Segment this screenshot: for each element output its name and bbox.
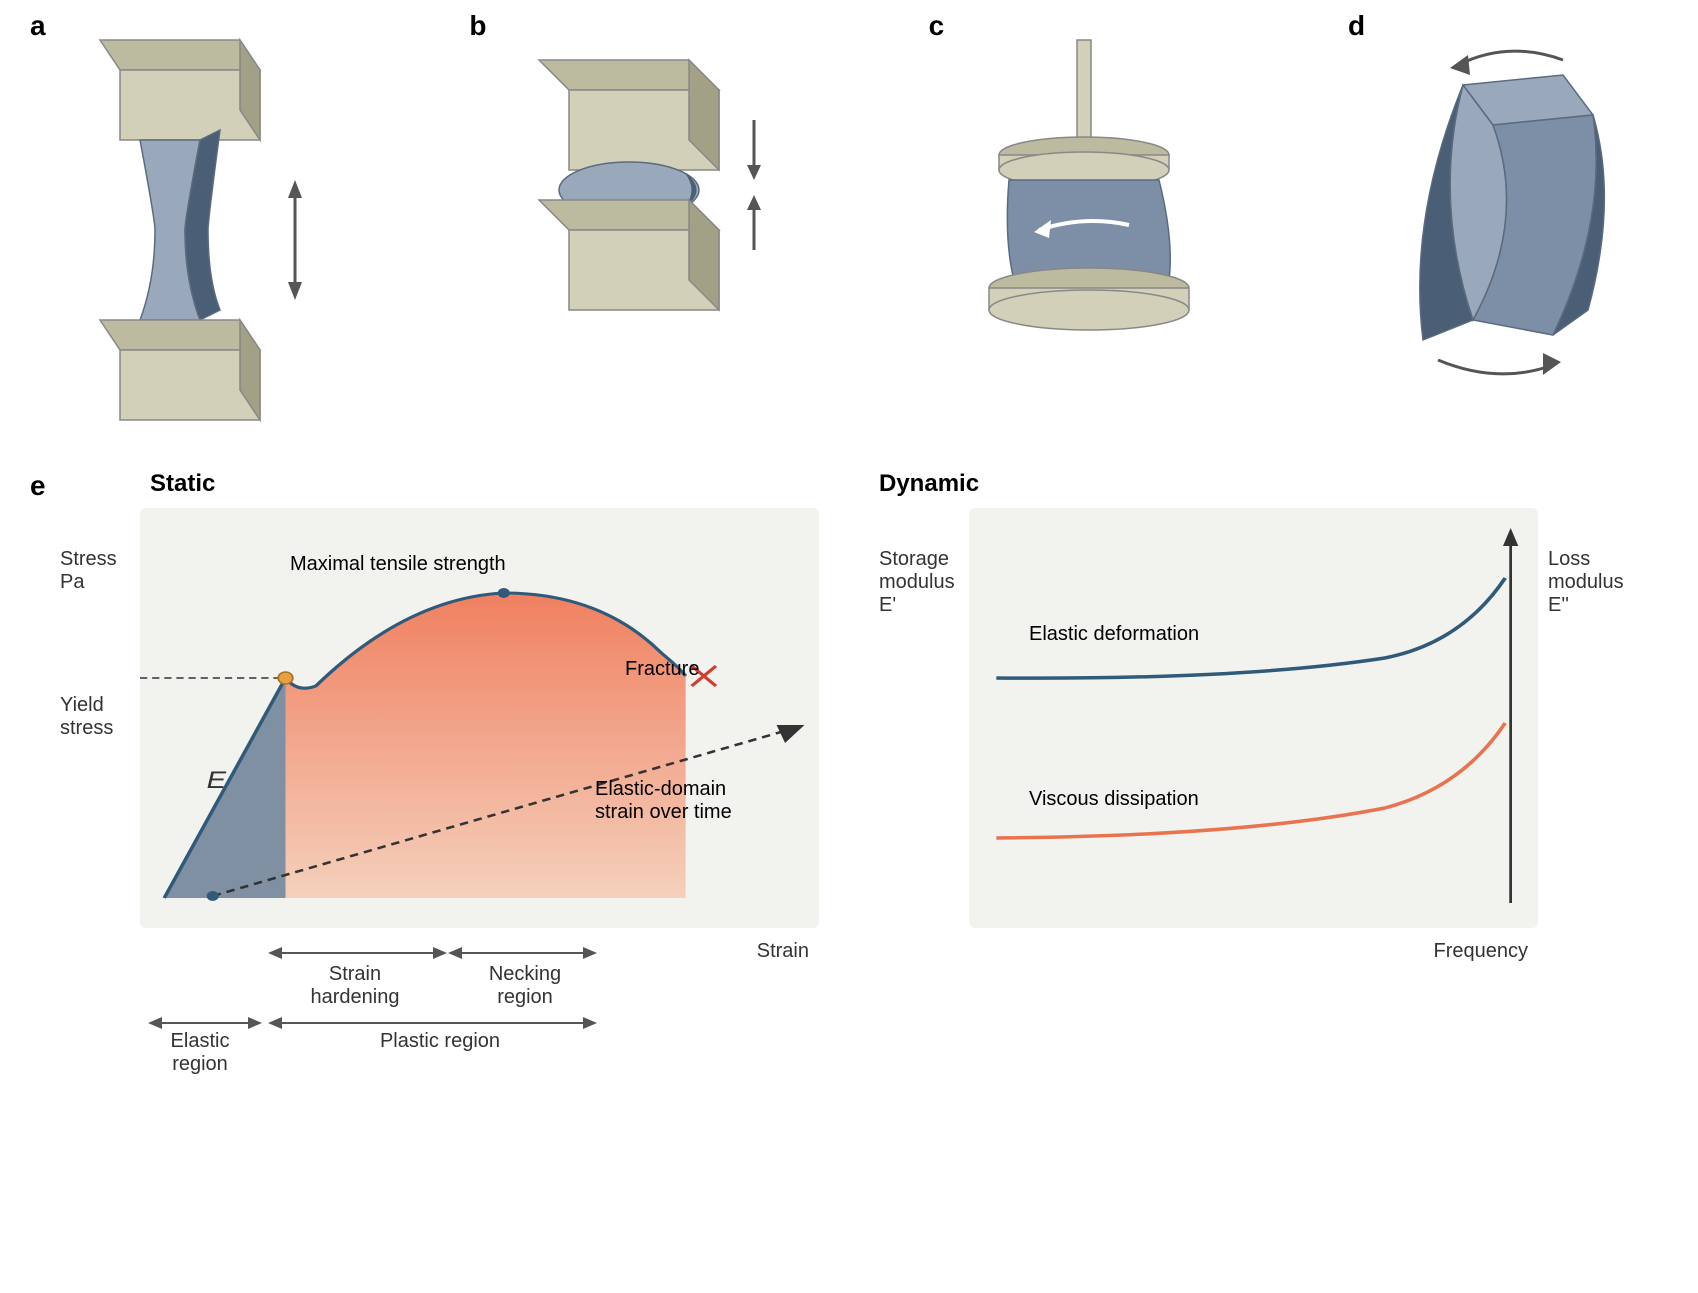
- top-block: [100, 40, 260, 140]
- storage-modulus-label: Storage modulus E': [879, 548, 969, 617]
- dynamic-chart: Dynamic Storage modulus E' Elasti: [879, 470, 1638, 1058]
- bottom-block: [100, 320, 260, 420]
- top-block: [539, 60, 719, 170]
- frequency-axis-label: Frequency: [1434, 940, 1529, 963]
- tensile-arrow-icon: [288, 180, 302, 300]
- fracture-label: Fracture: [625, 658, 699, 681]
- stress-axis-label: Stress Pa: [60, 548, 140, 594]
- elastic-domain-label: Elastic-domain strain over time: [595, 778, 732, 824]
- compression-arrow-icon: [747, 120, 761, 250]
- peak-marker: [498, 588, 510, 598]
- strain-hardening-label: Strain hardening: [285, 963, 425, 1009]
- shear-diagram: [959, 20, 1219, 360]
- loss-modulus-label: Loss modulus E'': [1548, 548, 1638, 617]
- region-brackets: Strain hardening Necking region Elastic …: [140, 938, 819, 1058]
- viscous-dissipation-label: Viscous dissipation: [1029, 788, 1199, 811]
- necking-label: Necking region: [460, 963, 590, 1009]
- shaft: [1077, 40, 1091, 150]
- elastic-deformation-label: Elastic deformation: [1029, 623, 1199, 646]
- static-chart: Static Stress Pa Yield stress: [60, 470, 819, 1058]
- dynamic-plot-area: Elastic deformation Viscous dissipation …: [969, 508, 1538, 928]
- origin-marker: [207, 891, 219, 901]
- dynamic-title: Dynamic: [879, 470, 1638, 498]
- bottom-block: [539, 200, 719, 310]
- viscous-dissipation-curve: [996, 723, 1505, 838]
- bottom-torsion-arrow-icon: [1438, 360, 1553, 374]
- tensile-diagram: [60, 20, 340, 440]
- panel-label-a: a: [30, 10, 46, 42]
- shear-sample: [1007, 180, 1170, 280]
- panel-c: c: [959, 20, 1219, 360]
- panel-d: d: [1378, 20, 1638, 400]
- panel-label-e: e: [30, 470, 46, 502]
- torsion-sample: [1420, 75, 1605, 340]
- plastic-region-fill: [286, 593, 686, 898]
- strain-axis-label: Strain: [757, 940, 809, 963]
- static-title: Static: [150, 470, 819, 498]
- panel-b: b: [499, 20, 799, 320]
- torsion-diagram: [1378, 20, 1638, 400]
- compression-diagram: [499, 20, 799, 320]
- panel-label-c: c: [929, 10, 945, 42]
- yield-stress-label: Yield stress: [60, 694, 140, 740]
- panel-a: a: [60, 20, 340, 440]
- yield-point-marker: [278, 672, 293, 684]
- max-tensile-label: Maximal tensile strength: [290, 553, 506, 576]
- panel-label-b: b: [469, 10, 486, 42]
- plastic-region-label: Plastic region: [340, 1030, 540, 1053]
- static-plot-area: E Maximal tensile strength Fracture Elas…: [140, 508, 819, 928]
- top-torsion-arrow-icon: [1458, 51, 1563, 65]
- E-label: E: [207, 766, 228, 793]
- elastic-region-label: Elastic region: [140, 1030, 260, 1076]
- tensile-sample: [140, 130, 220, 320]
- panel-label-d: d: [1348, 10, 1365, 42]
